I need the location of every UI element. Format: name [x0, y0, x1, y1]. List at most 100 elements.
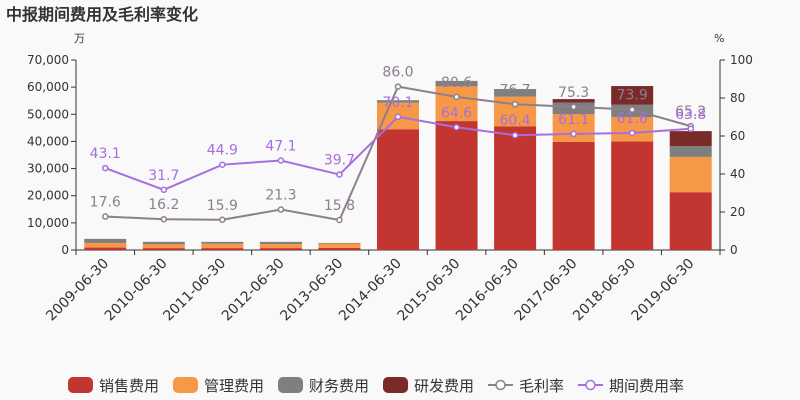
bar-segment [259, 244, 302, 249]
line-point [160, 186, 168, 194]
bar-segment [318, 247, 361, 250]
bar-segment [201, 243, 244, 249]
line-point [336, 171, 343, 178]
data-label: 70.1 [382, 95, 413, 111]
legend: 销售费用 管理费用 财务费用 研发费用 毛利率 期间费用率 [68, 377, 684, 395]
right-axis-unit: % [714, 32, 724, 45]
bar-segment [435, 86, 478, 122]
data-label: 61.1 [558, 112, 589, 128]
line-point [511, 101, 519, 108]
legend-label: 管理费用 [204, 377, 264, 395]
data-label: 43.1 [90, 146, 121, 162]
data-label: 15.8 [324, 198, 355, 214]
bar-segment [611, 141, 654, 250]
bar-segment [552, 114, 595, 142]
legend-label: 财务费用 [309, 377, 369, 395]
bar-segment [494, 126, 537, 250]
left-y-tick-label: 50,000 [27, 107, 69, 121]
right-y-tick-label: 80 [730, 91, 745, 105]
bar-segment [259, 248, 302, 250]
left-axis-unit: 万 [74, 32, 85, 45]
data-label: 16.2 [148, 197, 179, 213]
legend-swatch [68, 377, 93, 393]
bar-segment [142, 248, 185, 250]
line-point [277, 157, 285, 164]
line-point [511, 131, 519, 139]
data-label: 17.6 [90, 195, 121, 211]
legend-label: 研发费用 [414, 377, 474, 395]
line-point [219, 216, 226, 224]
bar-segment [377, 100, 419, 103]
legend-label: 销售费用 [99, 377, 159, 395]
bar-segment [318, 243, 361, 248]
right-y-tick-label: 100 [730, 53, 753, 67]
line-point [219, 161, 226, 168]
bar-segment [669, 131, 712, 147]
line-point [453, 93, 460, 101]
bar-segment [84, 242, 127, 248]
right-y-tick-label: 60 [730, 129, 745, 143]
left-y-tick-label: 70,000 [27, 53, 69, 67]
line-point [102, 213, 109, 220]
data-label: 61.6 [617, 111, 648, 127]
bar-segment [669, 156, 712, 193]
line-point [628, 106, 636, 113]
data-label: 63.8 [675, 107, 706, 123]
left-y-tick-label: 0 [61, 243, 69, 257]
line-point [394, 83, 402, 90]
lines [102, 83, 694, 224]
data-label: 64.6 [441, 105, 472, 121]
left-y-tick-label: 60,000 [27, 80, 69, 94]
bar-segment [611, 117, 654, 142]
bar-segment [494, 89, 537, 97]
bar-segment [142, 241, 185, 245]
line-point [277, 206, 285, 213]
legend-marker [585, 379, 596, 391]
data-label: 31.7 [148, 168, 179, 184]
left-y-tick-label: 20,000 [27, 189, 69, 203]
line-point [336, 216, 343, 224]
right-y-tick-label: 0 [730, 243, 738, 257]
bar-segment [552, 99, 595, 103]
data-label: 47.1 [265, 139, 296, 155]
line-point [570, 103, 577, 111]
bar-segment [552, 141, 595, 250]
right-y-tick-label: 20 [730, 205, 745, 219]
data-label: 21.3 [265, 188, 296, 204]
line-point [628, 129, 636, 137]
line-point [570, 130, 577, 138]
bar-segment [435, 121, 478, 250]
legend-swatch [173, 377, 198, 393]
line-point [102, 164, 109, 172]
left-y-tick-label: 30,000 [27, 162, 69, 176]
bar-segment [84, 247, 127, 250]
bar-segment [435, 80, 478, 87]
bars [84, 80, 712, 250]
bar-segment [201, 248, 244, 250]
left-y-tick-label: 10,000 [27, 216, 69, 230]
x-tick-label: 2019-06-30 [629, 256, 698, 325]
right-y-tick-label: 40 [730, 167, 745, 181]
data-label: 44.9 [207, 143, 238, 159]
bar-segment [669, 192, 712, 250]
data-label: 73.9 [617, 88, 648, 104]
legend-swatch [278, 377, 303, 393]
data-label: 76.7 [500, 82, 531, 98]
bar-segment [318, 242, 361, 244]
bar-segment [201, 241, 244, 244]
data-labels: 17.6 16.2 15.9 21.3 15.8 86.0 80.6 76.7 75.3 73.9… [90, 65, 707, 214]
line-point [394, 113, 402, 121]
bar-segment [259, 241, 302, 245]
bar-segment [669, 146, 712, 157]
data-label: 80.6 [441, 75, 472, 91]
left-y-tick-label: 40,000 [27, 134, 69, 148]
data-label: 60.4 [500, 113, 531, 129]
line-point [687, 125, 694, 133]
legend-label: 毛利率 [519, 377, 564, 395]
legend-marker [495, 379, 506, 391]
legend-swatch [383, 377, 408, 393]
bar-segment [377, 129, 419, 250]
bar-segment [142, 244, 185, 249]
